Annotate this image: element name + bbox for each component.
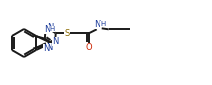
Text: O: O [85,43,92,52]
Text: N: N [46,43,52,52]
Text: S: S [64,29,69,38]
Text: N: N [95,20,101,29]
Text: N: N [44,25,50,34]
Text: H: H [100,21,105,27]
Text: N: N [43,44,49,53]
Text: H: H [50,26,55,32]
Text: N: N [47,23,54,32]
Text: N: N [52,37,59,46]
